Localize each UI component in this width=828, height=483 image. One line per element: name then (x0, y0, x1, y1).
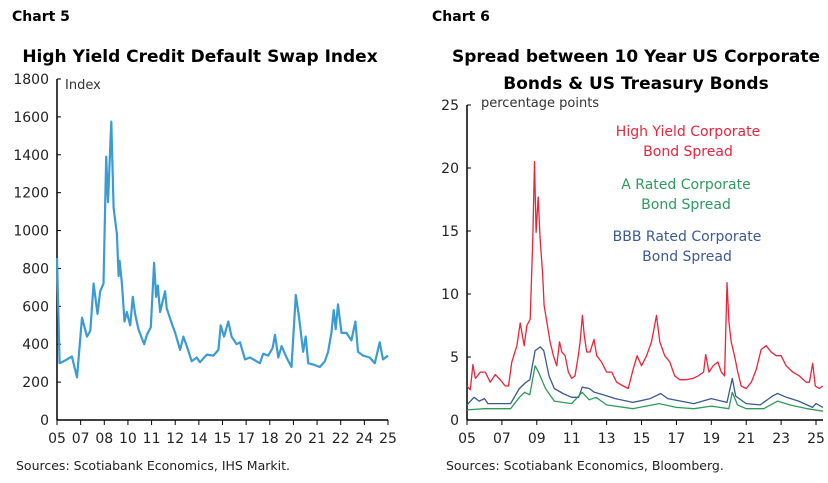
chart-5-axes: 0 200 400 600 800 1000 1200 1400 1600 1800 05 07 08 1… (13, 72, 397, 447)
y-tick-label: 0 (450, 413, 459, 429)
y-tick-label: 1000 (13, 224, 49, 240)
x-tick-label: 24 (355, 431, 373, 447)
x-tick-label: 15 (214, 431, 232, 447)
x-tick-label: 21 (308, 431, 326, 447)
series-line-2 (466, 346, 824, 409)
chart-6-source: Sources: Scotiabank Economics, Bloomberg… (446, 458, 724, 473)
y-tick-label: 600 (22, 299, 49, 315)
chart-5-ylabel: Index (65, 78, 101, 93)
y-tick-label: 800 (22, 261, 49, 277)
x-tick-label: 05 (48, 431, 66, 447)
chart-5-source: Sources: Scotiabank Economics, IHS Marki… (16, 458, 290, 473)
series-line-0 (466, 161, 824, 391)
x-tick-label: 25 (807, 431, 825, 447)
chart-5-plot (55, 120, 389, 379)
x-tick-label: 05 (458, 431, 476, 447)
legend-bbb-rated-line-1: BBB Rated Corporate (613, 229, 762, 245)
y-tick-label: 20 (441, 161, 459, 177)
series-line-1 (466, 365, 824, 412)
y-tick-label: 200 (22, 375, 49, 391)
chart-5: Chart 5 High Yield Credit Default Swap I… (12, 9, 397, 473)
y-tick-label: 1800 (13, 72, 49, 88)
y-tick-label: 1600 (13, 110, 49, 126)
x-tick-label: 07 (493, 431, 511, 447)
x-tick-label: 18 (261, 431, 279, 447)
x-tick-label: 14 (190, 431, 208, 447)
x-tick-label: 07 (72, 431, 90, 447)
y-tick-label: 15 (441, 224, 459, 240)
y-tick-label: 400 (22, 337, 49, 353)
x-tick-label: 08 (95, 431, 113, 447)
chart-6-plot (466, 161, 824, 412)
chart-6-title-line-1: Spread between 10 Year US Corporate (452, 47, 820, 67)
x-tick-label: 09 (528, 431, 546, 447)
x-tick-label: 19 (702, 431, 720, 447)
y-tick-label: 1400 (13, 148, 49, 164)
y-tick-label: 25 (441, 98, 459, 114)
chart-5-title: High Yield Credit Default Swap Index (22, 47, 377, 67)
y-tick-label: 10 (441, 287, 459, 303)
legend-high-yield-line-2: Bond Spread (643, 144, 733, 160)
x-tick-label: 10 (119, 431, 137, 447)
chart-6: Chart 6 Spread between 10 Year US Corpor… (432, 9, 825, 473)
y-tick-label: 1200 (13, 186, 49, 202)
chart-6-legend: High Yield Corporate Bond Spread A Rated… (613, 124, 762, 265)
x-tick-label: 15 (633, 431, 651, 447)
x-tick-label: 12 (166, 431, 184, 447)
x-tick-label: 25 (379, 431, 397, 447)
x-tick-label: 20 (285, 431, 303, 447)
x-tick-label: 13 (598, 431, 616, 447)
series-line-0 (55, 120, 389, 379)
x-tick-label: 17 (237, 431, 255, 447)
x-tick-label: 21 (737, 431, 755, 447)
y-tick-label: 5 (450, 350, 459, 366)
chart-6-header: Chart 6 (432, 9, 490, 25)
legend-bbb-rated-line-2: Bond Spread (642, 249, 732, 265)
chart-6-title-line-2: Bonds & US Treasury Bonds (503, 74, 768, 94)
x-tick-label: 22 (332, 431, 350, 447)
x-tick-label: 23 (772, 431, 790, 447)
legend-high-yield-line-1: High Yield Corporate (616, 124, 760, 140)
x-tick-label: 17 (667, 431, 685, 447)
x-tick-label: 11 (563, 431, 581, 447)
x-tick-label: 11 (143, 431, 161, 447)
legend-a-rated-line-1: A Rated Corporate (621, 177, 750, 193)
y-tick-label: 0 (40, 413, 49, 429)
chart-6-ylabel: percentage points (481, 96, 599, 111)
chart-5-header: Chart 5 (12, 9, 70, 25)
legend-a-rated-line-2: Bond Spread (641, 197, 731, 213)
